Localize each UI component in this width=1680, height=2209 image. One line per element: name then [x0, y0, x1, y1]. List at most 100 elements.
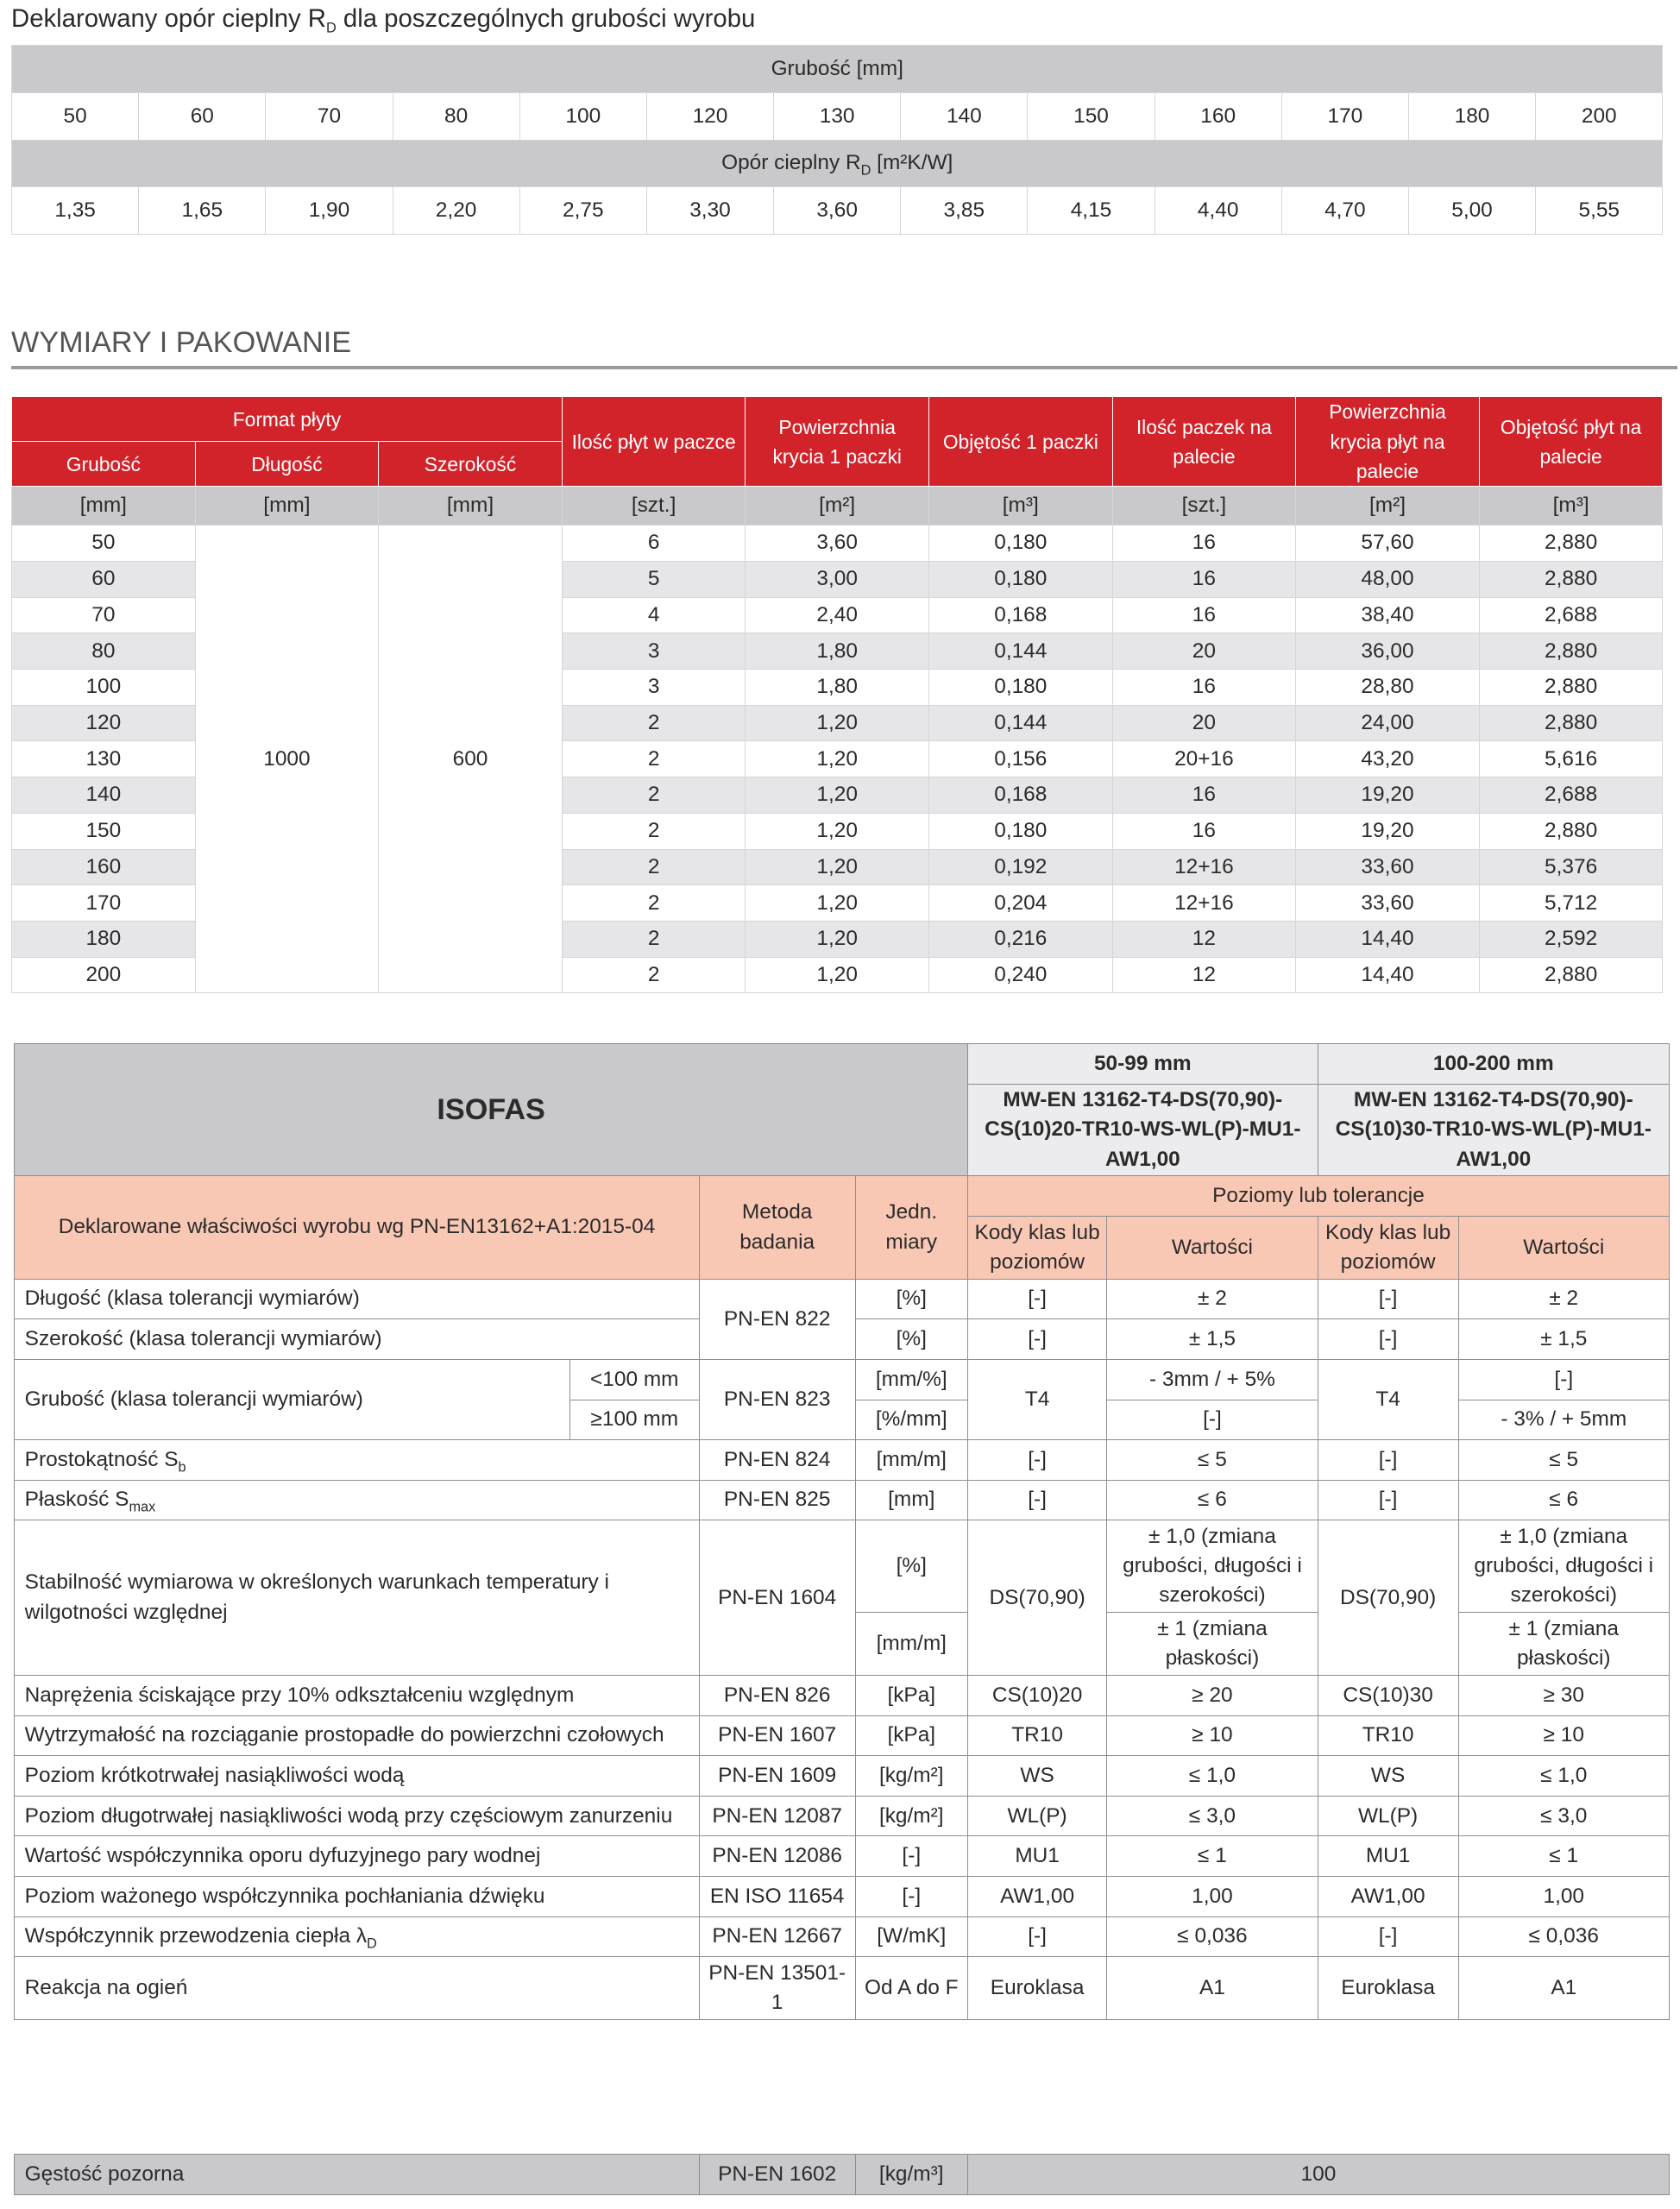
table-cell: 6: [561, 525, 746, 562]
table-cell: 0,180: [928, 812, 1113, 850]
table-cell: <100 mm: [569, 1358, 700, 1400]
table-cell: ≤ 1: [1106, 1835, 1318, 1878]
table-cell: 1,20: [745, 740, 930, 778]
table-cell: ≥ 10: [1457, 1715, 1670, 1757]
section-title: Deklarowany opór cieplny RD dla poszczeg…: [11, 3, 756, 36]
unit-cell: [m²]: [745, 486, 930, 526]
table-cell: 2: [561, 740, 746, 778]
table-cell: 200: [11, 956, 196, 994]
text: [m²K/W]: [871, 151, 953, 175]
table-cell: 1,20: [745, 921, 930, 958]
table-row: Grubość [mm]: [11, 45, 1664, 93]
table-cell: 3,60: [745, 525, 930, 562]
table-cell: 70: [11, 596, 196, 634]
property-name: Poziom krótkotrwałej nasiąkliwości wodą: [14, 1755, 700, 1797]
table-cell: 2: [561, 777, 746, 814]
table-cell: ≥ 30: [1457, 1674, 1670, 1716]
table-row: ISOFAS 50-99 mm 100-200 mm: [14, 1042, 1670, 1177]
table-cell: 2,880: [1478, 525, 1664, 562]
subscript: D: [325, 20, 337, 36]
thermal-resistance-table: Grubość [mm] 50 60 70 80 100 120 130 140 150 160 17…: [11, 45, 1664, 236]
table-cell: 16: [1111, 668, 1297, 706]
table-cell: 38,40: [1295, 596, 1480, 634]
table-cell: WL(P): [1317, 1795, 1459, 1837]
table-cell: 20: [1111, 704, 1297, 742]
unit-cell: [szt.]: [1111, 486, 1297, 526]
table-cell: 3,00: [745, 560, 930, 598]
table-cell: [-]: [1317, 1439, 1459, 1481]
table-row: 180 2 1,20 0,216 12 14,40 2,592: [11, 921, 1664, 958]
table-cell: [mm]: [854, 1479, 968, 1521]
table-cell: 2,75: [519, 186, 647, 236]
table-cell: 180: [11, 921, 196, 958]
table-cell: ± 2: [1457, 1278, 1670, 1320]
table-cell: 2: [561, 704, 746, 742]
table-cell: 4,40: [1154, 186, 1282, 236]
table-cell: 16: [1111, 596, 1297, 634]
table-cell: ≤ 1: [1457, 1835, 1670, 1878]
property-name: Płaskość Smax: [14, 1479, 700, 1521]
header-cell: Wartości: [1106, 1216, 1318, 1280]
table-cell: 36,00: [1295, 632, 1480, 670]
header-cell: Wartości: [1457, 1216, 1670, 1280]
table-cell: 3,30: [645, 186, 775, 236]
table-cell: A1: [1457, 1956, 1670, 2020]
table-cell: [kPa]: [854, 1674, 968, 1716]
header-cell: Ilość płyt w paczce: [561, 396, 746, 488]
table-cell: WL(P): [966, 1795, 1108, 1837]
table-cell: 1,00: [1106, 1876, 1318, 1917]
table-cell: 80: [11, 632, 196, 670]
table-row: 1,35 1,65 1,90 2,20 2,75 3,30 3,60 3,85 4,15 4,40…: [11, 186, 1664, 236]
property-name: Poziom długotrwałej nasiąkliwości wodą p…: [14, 1795, 700, 1837]
table-cell: 1,20: [745, 884, 930, 922]
table-cell: 1,20: [745, 777, 930, 814]
unit-cell: [m³]: [928, 486, 1113, 526]
table-cell: 2,880: [1478, 632, 1664, 670]
table-cell: 2,20: [392, 186, 520, 236]
property-name: Współczynnik przewodzenia ciepła λD: [14, 1916, 700, 1958]
table-cell: 50: [11, 525, 196, 562]
table-row: Poziom krótkotrwałej nasiąkliwości wodą P…: [14, 1755, 1670, 1797]
table-cell: DS(70,90): [966, 1520, 1108, 1676]
table-cell: 3,60: [773, 186, 902, 236]
table-cell: EN ISO 11654: [698, 1876, 856, 1917]
property-name: Wytrzymałość na rozciąganie prostopadłe …: [14, 1715, 700, 1757]
table-cell: ≤ 0,036: [1106, 1916, 1318, 1958]
table-row: 50 1000 600 6 3,60 0,180 16 57,60 2,880: [11, 525, 1664, 994]
table-row: Gęstość pozorna PN-EN 1602 [kg/m³] 100: [14, 2154, 1670, 2195]
table-cell: 12: [1111, 956, 1297, 994]
table-cell: 100: [11, 668, 196, 706]
table-cell: WS: [966, 1755, 1108, 1797]
section-heading: WYMIARY I PAKOWANIE: [11, 326, 1677, 369]
table-cell: 1,20: [745, 956, 930, 994]
table-row: Reakcja na ogień PN-EN 13501-1 Od A do F Eu…: [14, 1956, 1670, 2020]
table-cell: 1,35: [11, 186, 140, 236]
header-cell: Kody klas lub poziomów: [1317, 1216, 1459, 1280]
table-cell: ± 1,5: [1457, 1318, 1670, 1360]
table-cell: CS(10)20: [966, 1674, 1108, 1716]
table-cell: [mm/m]: [854, 1612, 968, 1676]
table-row: Współczynnik przewodzenia ciepła λD PN-EN…: [14, 1916, 1670, 1958]
table-cell: Od A do F: [854, 1956, 968, 2020]
table-cell: 3: [561, 632, 746, 670]
table-row: 200 2 1,20 0,240 12 14,40 2,880: [11, 956, 1664, 994]
table-cell: PN-EN 825: [698, 1479, 856, 1521]
table-cell: PN-EN 1604: [698, 1520, 856, 1676]
property-name: Poziom ważonego współczynnika pochłanian…: [14, 1876, 700, 1917]
packaging-table: Format płyty Ilość płyt w paczce Powierzch…: [11, 396, 1664, 994]
table-cell: 0,240: [928, 956, 1113, 994]
text: dla poszczególnych grubości wyrobu: [336, 3, 756, 33]
table-cell: 2: [561, 884, 746, 922]
table-cell: [kg/m³]: [854, 2154, 968, 2195]
table-row: Poziom ważonego współczynnika pochłanian…: [14, 1876, 1670, 1917]
table-cell: 130: [11, 740, 196, 778]
table-cell: 70: [265, 91, 393, 141]
table-cell: [mm/%]: [854, 1358, 968, 1400]
table-row: 70 4 2,40 0,168 16 38,40 2,688: [11, 596, 1664, 634]
table-cell: 5,376: [1478, 848, 1664, 886]
table-cell: 5,712: [1478, 884, 1664, 922]
table-cell: 2,688: [1478, 596, 1664, 634]
header-cell: Ilość paczek na palecie: [1111, 396, 1297, 488]
table-cell: 80: [392, 91, 520, 141]
table-cell: 0,156: [928, 740, 1113, 778]
